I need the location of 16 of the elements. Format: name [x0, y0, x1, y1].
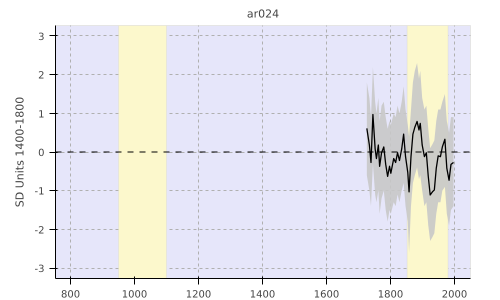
x-tick-label: 1200: [186, 290, 212, 300]
y-tick-label: -1: [34, 186, 45, 198]
y-tick-label: 2: [38, 70, 45, 82]
y-axis-title: SD Units 1400-1800: [14, 96, 27, 208]
x-tick-label: 1600: [314, 290, 340, 300]
x-tick-label: 1000: [122, 290, 148, 300]
y-tick-label: -3: [34, 264, 45, 276]
chart-title: ar024: [246, 8, 280, 20]
y-tick-label: -2: [34, 225, 45, 236]
y-tick-label: 0: [38, 148, 45, 159]
y-tick-label: 3: [38, 32, 45, 43]
x-tick-label: 800: [60, 290, 80, 300]
y-tick-label: 1: [38, 109, 45, 120]
x-tick-label: 1400: [250, 290, 276, 300]
x-tick-label: 2000: [442, 290, 468, 300]
x-tick-label: 1800: [378, 290, 404, 300]
